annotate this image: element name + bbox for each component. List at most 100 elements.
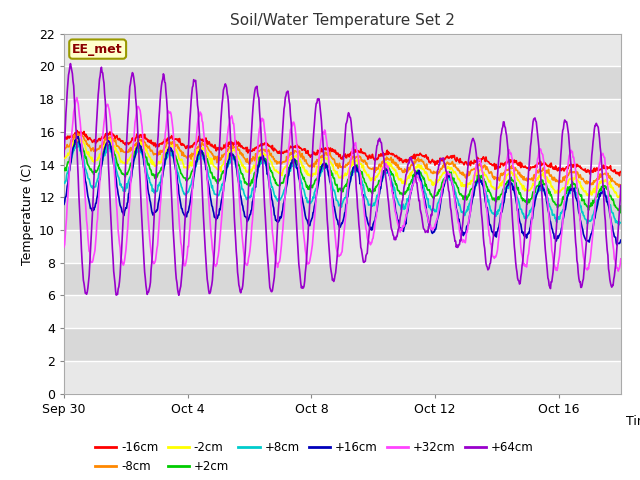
+8cm xyxy=(81,162,88,168)
Legend: -16cm, -8cm, -2cm, +2cm, +8cm, +16cm, +32cm, +64cm: -16cm, -8cm, -2cm, +2cm, +8cm, +16cm, +3… xyxy=(90,436,539,478)
-16cm xyxy=(73,128,81,133)
+64cm xyxy=(377,139,385,145)
-16cm xyxy=(616,173,623,179)
+64cm xyxy=(617,182,625,188)
+32cm xyxy=(376,182,384,188)
-2cm xyxy=(60,155,68,161)
+2cm xyxy=(264,161,271,167)
Text: Time: Time xyxy=(627,415,640,428)
+8cm xyxy=(264,166,271,171)
+2cm xyxy=(293,158,301,164)
+32cm xyxy=(614,268,622,274)
+32cm xyxy=(617,256,625,262)
-2cm xyxy=(617,194,625,200)
Line: +32cm: +32cm xyxy=(64,97,621,271)
Bar xyxy=(64,132,621,165)
+8cm xyxy=(615,222,623,228)
Line: -8cm: -8cm xyxy=(64,133,621,187)
+16cm xyxy=(617,237,625,243)
+16cm xyxy=(613,242,621,248)
-16cm xyxy=(81,132,88,137)
-8cm xyxy=(293,149,301,155)
Bar xyxy=(64,34,621,66)
+8cm xyxy=(74,140,82,146)
+64cm xyxy=(511,250,519,256)
+8cm xyxy=(293,165,301,170)
+2cm xyxy=(81,151,88,157)
+16cm xyxy=(60,202,68,207)
-2cm xyxy=(81,141,88,147)
-8cm xyxy=(511,168,518,174)
-2cm xyxy=(192,153,200,159)
Bar xyxy=(64,1,621,34)
+32cm xyxy=(264,151,271,157)
Line: +2cm: +2cm xyxy=(64,142,621,213)
-16cm xyxy=(511,157,518,163)
+64cm xyxy=(175,292,182,298)
+16cm xyxy=(74,134,82,140)
Bar xyxy=(64,197,621,230)
+64cm xyxy=(264,258,272,264)
+64cm xyxy=(294,239,301,244)
+64cm xyxy=(60,154,68,159)
-16cm xyxy=(376,153,384,159)
+2cm xyxy=(60,168,68,173)
+8cm xyxy=(511,184,518,190)
+8cm xyxy=(617,220,625,226)
+32cm xyxy=(192,143,200,148)
-8cm xyxy=(192,148,200,154)
+64cm xyxy=(67,61,74,67)
-8cm xyxy=(60,147,68,153)
Text: EE_met: EE_met xyxy=(72,43,123,56)
+8cm xyxy=(376,182,384,188)
-2cm xyxy=(615,194,623,200)
Bar xyxy=(64,361,621,394)
Y-axis label: Temperature (C): Temperature (C) xyxy=(20,163,33,264)
Bar xyxy=(64,165,621,197)
-2cm xyxy=(264,153,271,158)
+16cm xyxy=(293,166,301,171)
+32cm xyxy=(511,171,518,177)
+32cm xyxy=(60,244,68,250)
+32cm xyxy=(81,185,88,191)
Bar xyxy=(64,295,621,328)
+16cm xyxy=(192,162,200,168)
+16cm xyxy=(376,186,384,192)
-16cm xyxy=(264,142,271,148)
Bar xyxy=(64,328,621,361)
+8cm xyxy=(192,164,200,170)
-2cm xyxy=(74,134,81,140)
+16cm xyxy=(511,189,518,195)
-8cm xyxy=(74,130,81,136)
-16cm xyxy=(293,142,301,147)
-8cm xyxy=(617,182,625,188)
Line: +16cm: +16cm xyxy=(64,137,621,245)
-16cm xyxy=(192,143,200,148)
+2cm xyxy=(511,177,518,183)
Line: -2cm: -2cm xyxy=(64,137,621,197)
-8cm xyxy=(376,162,384,168)
Line: -16cm: -16cm xyxy=(64,131,621,176)
-8cm xyxy=(81,137,88,143)
Line: +64cm: +64cm xyxy=(64,64,621,295)
-8cm xyxy=(615,184,623,190)
-16cm xyxy=(617,168,625,174)
+2cm xyxy=(74,139,82,145)
+2cm xyxy=(376,179,384,185)
-2cm xyxy=(376,166,384,171)
+64cm xyxy=(193,85,200,91)
Bar xyxy=(64,230,621,263)
+8cm xyxy=(60,180,68,186)
+32cm xyxy=(73,95,81,100)
Title: Soil/Water Temperature Set 2: Soil/Water Temperature Set 2 xyxy=(230,13,455,28)
+2cm xyxy=(617,203,625,209)
+16cm xyxy=(81,171,88,177)
+2cm xyxy=(616,210,624,216)
Line: +8cm: +8cm xyxy=(64,143,621,225)
-16cm xyxy=(60,136,68,142)
+16cm xyxy=(264,171,271,177)
+2cm xyxy=(192,158,200,164)
-2cm xyxy=(511,171,518,177)
Bar xyxy=(64,99,621,132)
Bar xyxy=(64,66,621,99)
